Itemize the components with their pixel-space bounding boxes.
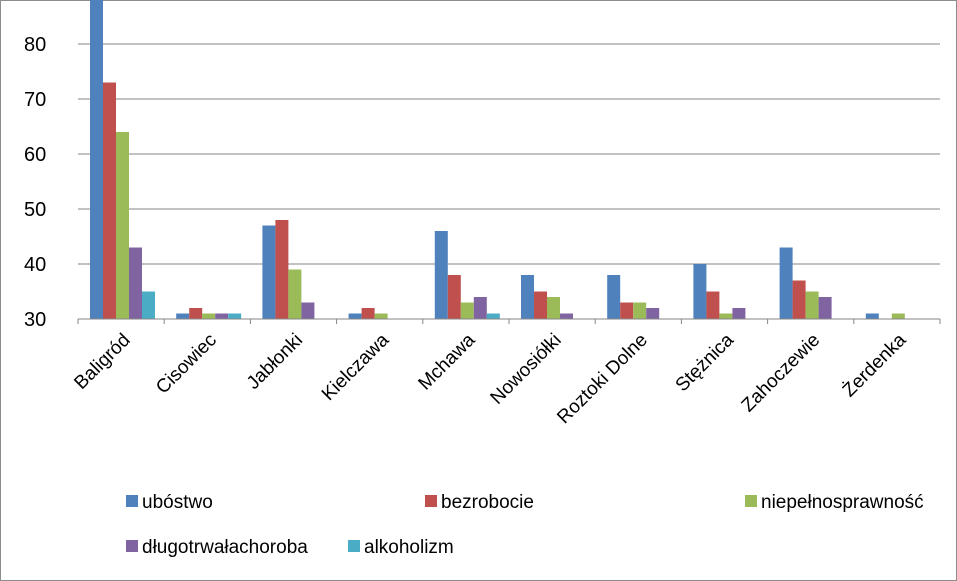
bar <box>361 308 375 319</box>
legend: ubóstwo bezrobocie niepełnosprawność długot… <box>126 492 924 558</box>
bar <box>301 302 315 319</box>
bar <box>547 297 560 319</box>
bar <box>865 313 879 319</box>
bar <box>620 302 634 319</box>
category-label: Cisowiec <box>152 330 221 399</box>
bar <box>348 313 362 319</box>
legend-label: niepełnosprawność <box>761 492 924 513</box>
bar <box>228 313 242 319</box>
category-label: Baligród <box>70 330 134 394</box>
bar <box>275 220 289 319</box>
legend-swatch <box>745 495 757 507</box>
bar <box>732 308 746 319</box>
bar <box>693 264 707 319</box>
bar <box>521 275 534 319</box>
y-tick-label: 70 <box>24 89 46 111</box>
bar <box>460 302 474 319</box>
bar <box>434 231 448 319</box>
bar <box>374 313 388 319</box>
y-axis-tick-labels: 30 40 50 60 70 80 <box>24 34 46 331</box>
bar <box>560 313 573 319</box>
legend-swatch <box>425 495 437 507</box>
legend-label: długotrwałachoroba <box>142 537 308 558</box>
bar <box>202 313 216 319</box>
bar <box>262 225 276 319</box>
bar <box>792 280 806 319</box>
legend-label: bezrobocie <box>441 492 534 513</box>
category-label: Roztoki Dolne <box>553 330 651 428</box>
bar <box>142 291 155 319</box>
legend-swatch <box>126 540 138 552</box>
bar <box>215 313 229 319</box>
y-tick-label: 80 <box>24 34 46 56</box>
x-axis-category-labels: Baligród Cisowiec Jabłonki Kielczawa Mchawa N… <box>70 329 910 428</box>
bar <box>891 313 905 319</box>
legend-swatch <box>126 495 138 507</box>
bar <box>176 313 190 319</box>
bar <box>706 291 720 319</box>
legend-label: ubóstwo <box>142 492 213 513</box>
bar <box>116 132 129 319</box>
bar <box>534 291 547 319</box>
bar <box>486 313 500 319</box>
category-label: Kielczawa <box>318 329 394 405</box>
bar <box>189 308 203 319</box>
bar <box>633 302 647 319</box>
bar <box>818 297 832 319</box>
bar <box>607 275 621 319</box>
bar <box>103 82 116 319</box>
bar <box>805 291 819 319</box>
bar <box>90 0 103 319</box>
bar <box>288 269 302 319</box>
bar <box>719 313 733 319</box>
bar <box>447 275 461 319</box>
bar <box>646 308 660 319</box>
x-axis <box>77 318 941 324</box>
category-label: Nowosiółki <box>487 330 566 409</box>
gridlines <box>78 43 940 265</box>
category-label: Stężnica <box>672 329 739 396</box>
legend-label: alkoholizm <box>364 537 454 558</box>
category-label: Jabłonki <box>243 330 307 394</box>
bar <box>473 297 487 319</box>
bar <box>129 247 142 319</box>
y-tick-label: 30 <box>24 309 46 331</box>
y-tick-label: 60 <box>24 144 46 166</box>
y-tick-label: 50 <box>24 199 46 221</box>
y-tick-label: 40 <box>24 254 46 276</box>
legend-swatch <box>348 540 360 552</box>
bars <box>90 0 905 319</box>
category-label: Mchawa <box>415 329 480 394</box>
bar <box>779 247 793 319</box>
category-label: Zahoczewie <box>738 330 825 417</box>
category-label: Żerdenka <box>839 329 911 401</box>
